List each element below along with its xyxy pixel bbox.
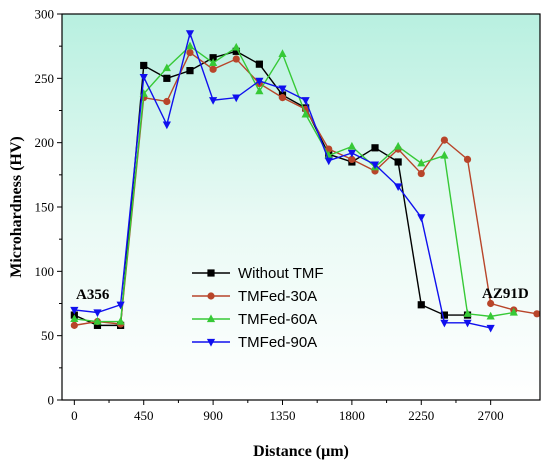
data-point — [417, 158, 426, 167]
data-point — [186, 49, 194, 57]
data-point — [440, 311, 448, 319]
data-point — [394, 158, 402, 166]
data-point — [324, 157, 333, 166]
annotation-a356: A356 — [76, 287, 110, 303]
y-tick-label: 250 — [35, 71, 55, 86]
data-point — [186, 67, 194, 75]
legend-label: TMFed-60A — [238, 311, 317, 328]
x-tick-label: 450 — [134, 408, 154, 423]
y-tick-label: 50 — [41, 328, 54, 343]
data-point — [486, 311, 495, 320]
data-point — [255, 86, 264, 95]
legend-label: Without TMF — [238, 265, 324, 282]
data-point — [139, 73, 148, 82]
series-tmfed-90a — [70, 30, 495, 333]
annotation-az91d: AZ91D — [482, 286, 529, 302]
series-layer — [70, 30, 541, 333]
data-point — [70, 306, 79, 315]
x-tick-label: 900 — [203, 408, 223, 423]
data-point — [255, 60, 263, 68]
y-tick-label: 150 — [35, 200, 55, 215]
data-point — [255, 77, 264, 86]
data-point — [463, 319, 472, 328]
data-point — [185, 41, 195, 50]
data-point — [440, 136, 448, 144]
data-point — [417, 301, 425, 309]
data-point — [162, 121, 171, 130]
x-tick-label: 1800 — [339, 408, 365, 423]
data-point — [209, 58, 218, 66]
legend-marker — [206, 314, 216, 323]
data-point — [116, 316, 125, 325]
data-point — [278, 85, 287, 94]
y-axis-title: Microhardness (HV) — [8, 136, 25, 277]
data-point — [232, 42, 241, 51]
legend: Without TMF TMFed-30A TMFed-60A TMFed-90A — [192, 265, 324, 351]
y-tick-label: 0 — [48, 393, 55, 408]
data-point — [417, 169, 425, 178]
data-point — [486, 324, 495, 333]
legend-marker — [207, 269, 215, 277]
data-point — [371, 144, 379, 152]
x-axis-title: Distance (μm) — [253, 443, 349, 460]
data-point — [509, 307, 518, 316]
legend-marker — [207, 292, 215, 300]
data-point — [93, 321, 102, 329]
y-tick-label: 100 — [35, 264, 55, 279]
data-point — [93, 309, 102, 318]
data-point — [116, 301, 125, 310]
data-point — [70, 314, 79, 323]
data-point — [463, 155, 472, 163]
data-point — [533, 310, 541, 318]
data-point — [347, 141, 356, 150]
data-point — [301, 109, 310, 118]
series-line — [74, 45, 514, 323]
legend-label: TMFed-90A — [238, 334, 317, 351]
axis-ticks: 0 450 900 1350 1800 2250 2700 0 50 100 150 200 250 30… — [35, 7, 504, 424]
data-point — [163, 97, 171, 106]
x-tick-label: 0 — [71, 408, 78, 423]
y-tick-label: 300 — [35, 7, 55, 22]
data-point — [93, 316, 102, 325]
x-tick-label: 1350 — [269, 408, 295, 423]
data-point — [185, 30, 195, 38]
data-point — [163, 74, 171, 82]
data-point — [232, 47, 240, 55]
data-point — [162, 63, 171, 72]
plot-background — [62, 14, 540, 400]
data-point — [347, 149, 356, 158]
data-point — [209, 97, 218, 105]
x-tick-label: 2700 — [478, 408, 504, 423]
data-point — [394, 183, 403, 192]
legend-item: Without TMF — [192, 265, 324, 282]
data-point — [487, 299, 495, 308]
y-tick-label: 200 — [35, 135, 55, 150]
data-point — [278, 49, 287, 57]
data-point — [70, 321, 78, 329]
data-point — [278, 94, 287, 102]
data-point — [140, 61, 148, 70]
data-point — [463, 309, 472, 317]
data-point — [209, 54, 217, 62]
data-point — [440, 150, 449, 159]
legend-marker — [206, 338, 216, 347]
data-point — [394, 141, 403, 150]
data-point — [440, 319, 449, 328]
legend-label: TMFed-30A — [238, 288, 317, 305]
data-point — [370, 161, 380, 170]
legend-item: TMFed-30A — [192, 288, 317, 305]
legend-item: TMFed-90A — [192, 334, 317, 351]
data-point — [417, 214, 426, 222]
legend-item: TMFed-60A — [192, 311, 317, 328]
data-point — [209, 65, 217, 73]
data-point — [232, 55, 240, 63]
x-tick-label: 2250 — [408, 408, 434, 423]
data-point — [232, 94, 241, 103]
data-point — [301, 97, 310, 105]
data-point — [348, 155, 356, 163]
